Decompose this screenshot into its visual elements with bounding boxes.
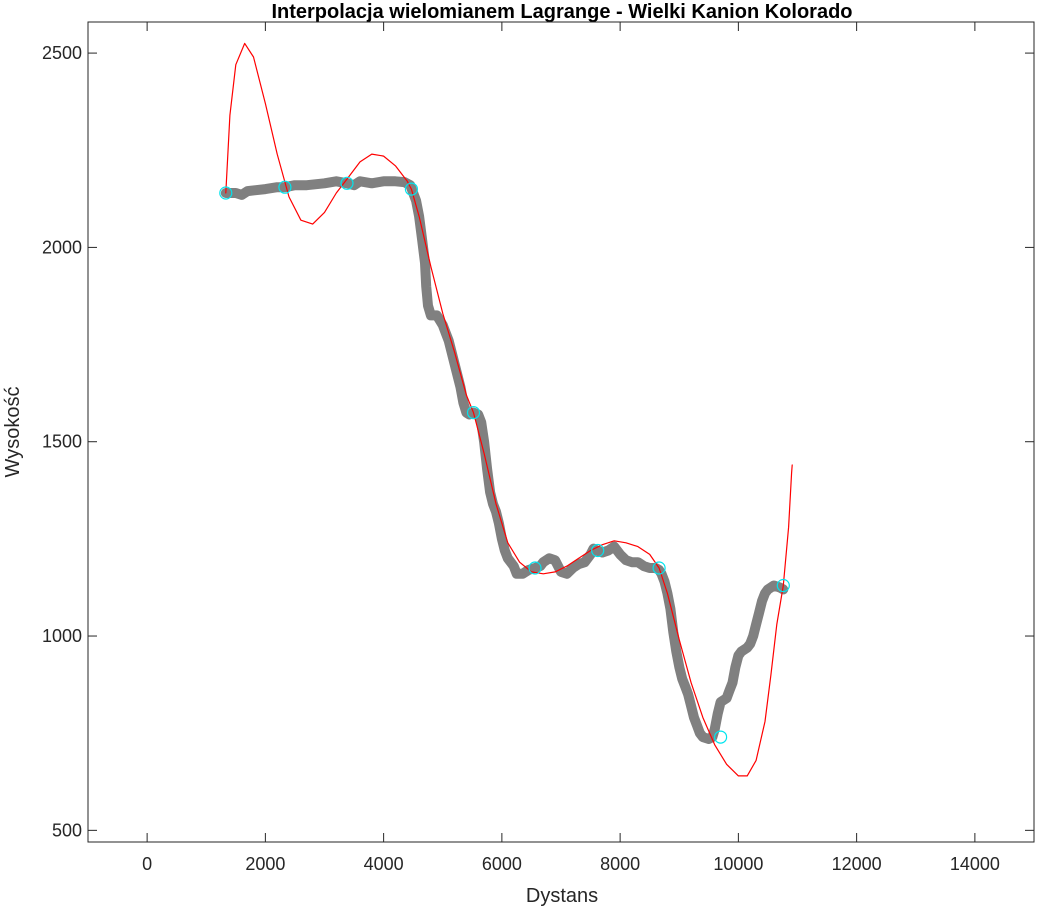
y-axis-label: Wysokość	[2, 387, 24, 478]
x-tick-label: 14000	[950, 854, 1000, 874]
y-tick-label: 2000	[42, 237, 82, 257]
interpolation-node-marker	[528, 561, 542, 575]
plot-background	[88, 22, 1034, 842]
interpolation-node-marker	[278, 180, 292, 194]
series-interpolation-line	[225, 42, 793, 777]
interpolation-node-marker	[652, 561, 666, 575]
x-axis-label: Dystans	[526, 885, 598, 907]
interpolation-node-marker	[713, 730, 728, 744]
series-layer	[220, 42, 793, 777]
interpolation-node-marker	[466, 406, 481, 420]
interpolation-node-marker	[404, 182, 418, 196]
interpolation-node-marker	[776, 578, 790, 593]
interpolation-node-marker	[591, 543, 605, 558]
x-tick-label: 2000	[245, 854, 285, 874]
interpolation-node-marker	[340, 176, 354, 190]
chart-title: Interpolacja wielomianem Lagrange - Wiel…	[271, 1, 852, 23]
x-axis-ticks: 0 2000 4000 6000 8000 10000 12000 14000	[142, 22, 1000, 874]
interpolation-nodes	[219, 176, 790, 744]
plot-frame	[87, 21, 1035, 843]
x-tick-label: 12000	[832, 854, 882, 874]
x-tick-label: 6000	[482, 854, 522, 874]
x-tick-label: 8000	[600, 854, 640, 874]
x-tick-label: 0	[142, 854, 152, 874]
y-axis-ticks: 500 1000 1500 2000 2500	[42, 43, 1034, 840]
y-tick-label: 1000	[42, 626, 82, 646]
x-tick-label: 10000	[713, 854, 763, 874]
y-tick-label: 1500	[42, 432, 82, 452]
x-tick-label: 4000	[364, 854, 404, 874]
y-tick-label: 2500	[42, 43, 82, 63]
y-tick-label: 500	[52, 820, 82, 840]
interpolation-node-marker	[219, 186, 233, 200]
